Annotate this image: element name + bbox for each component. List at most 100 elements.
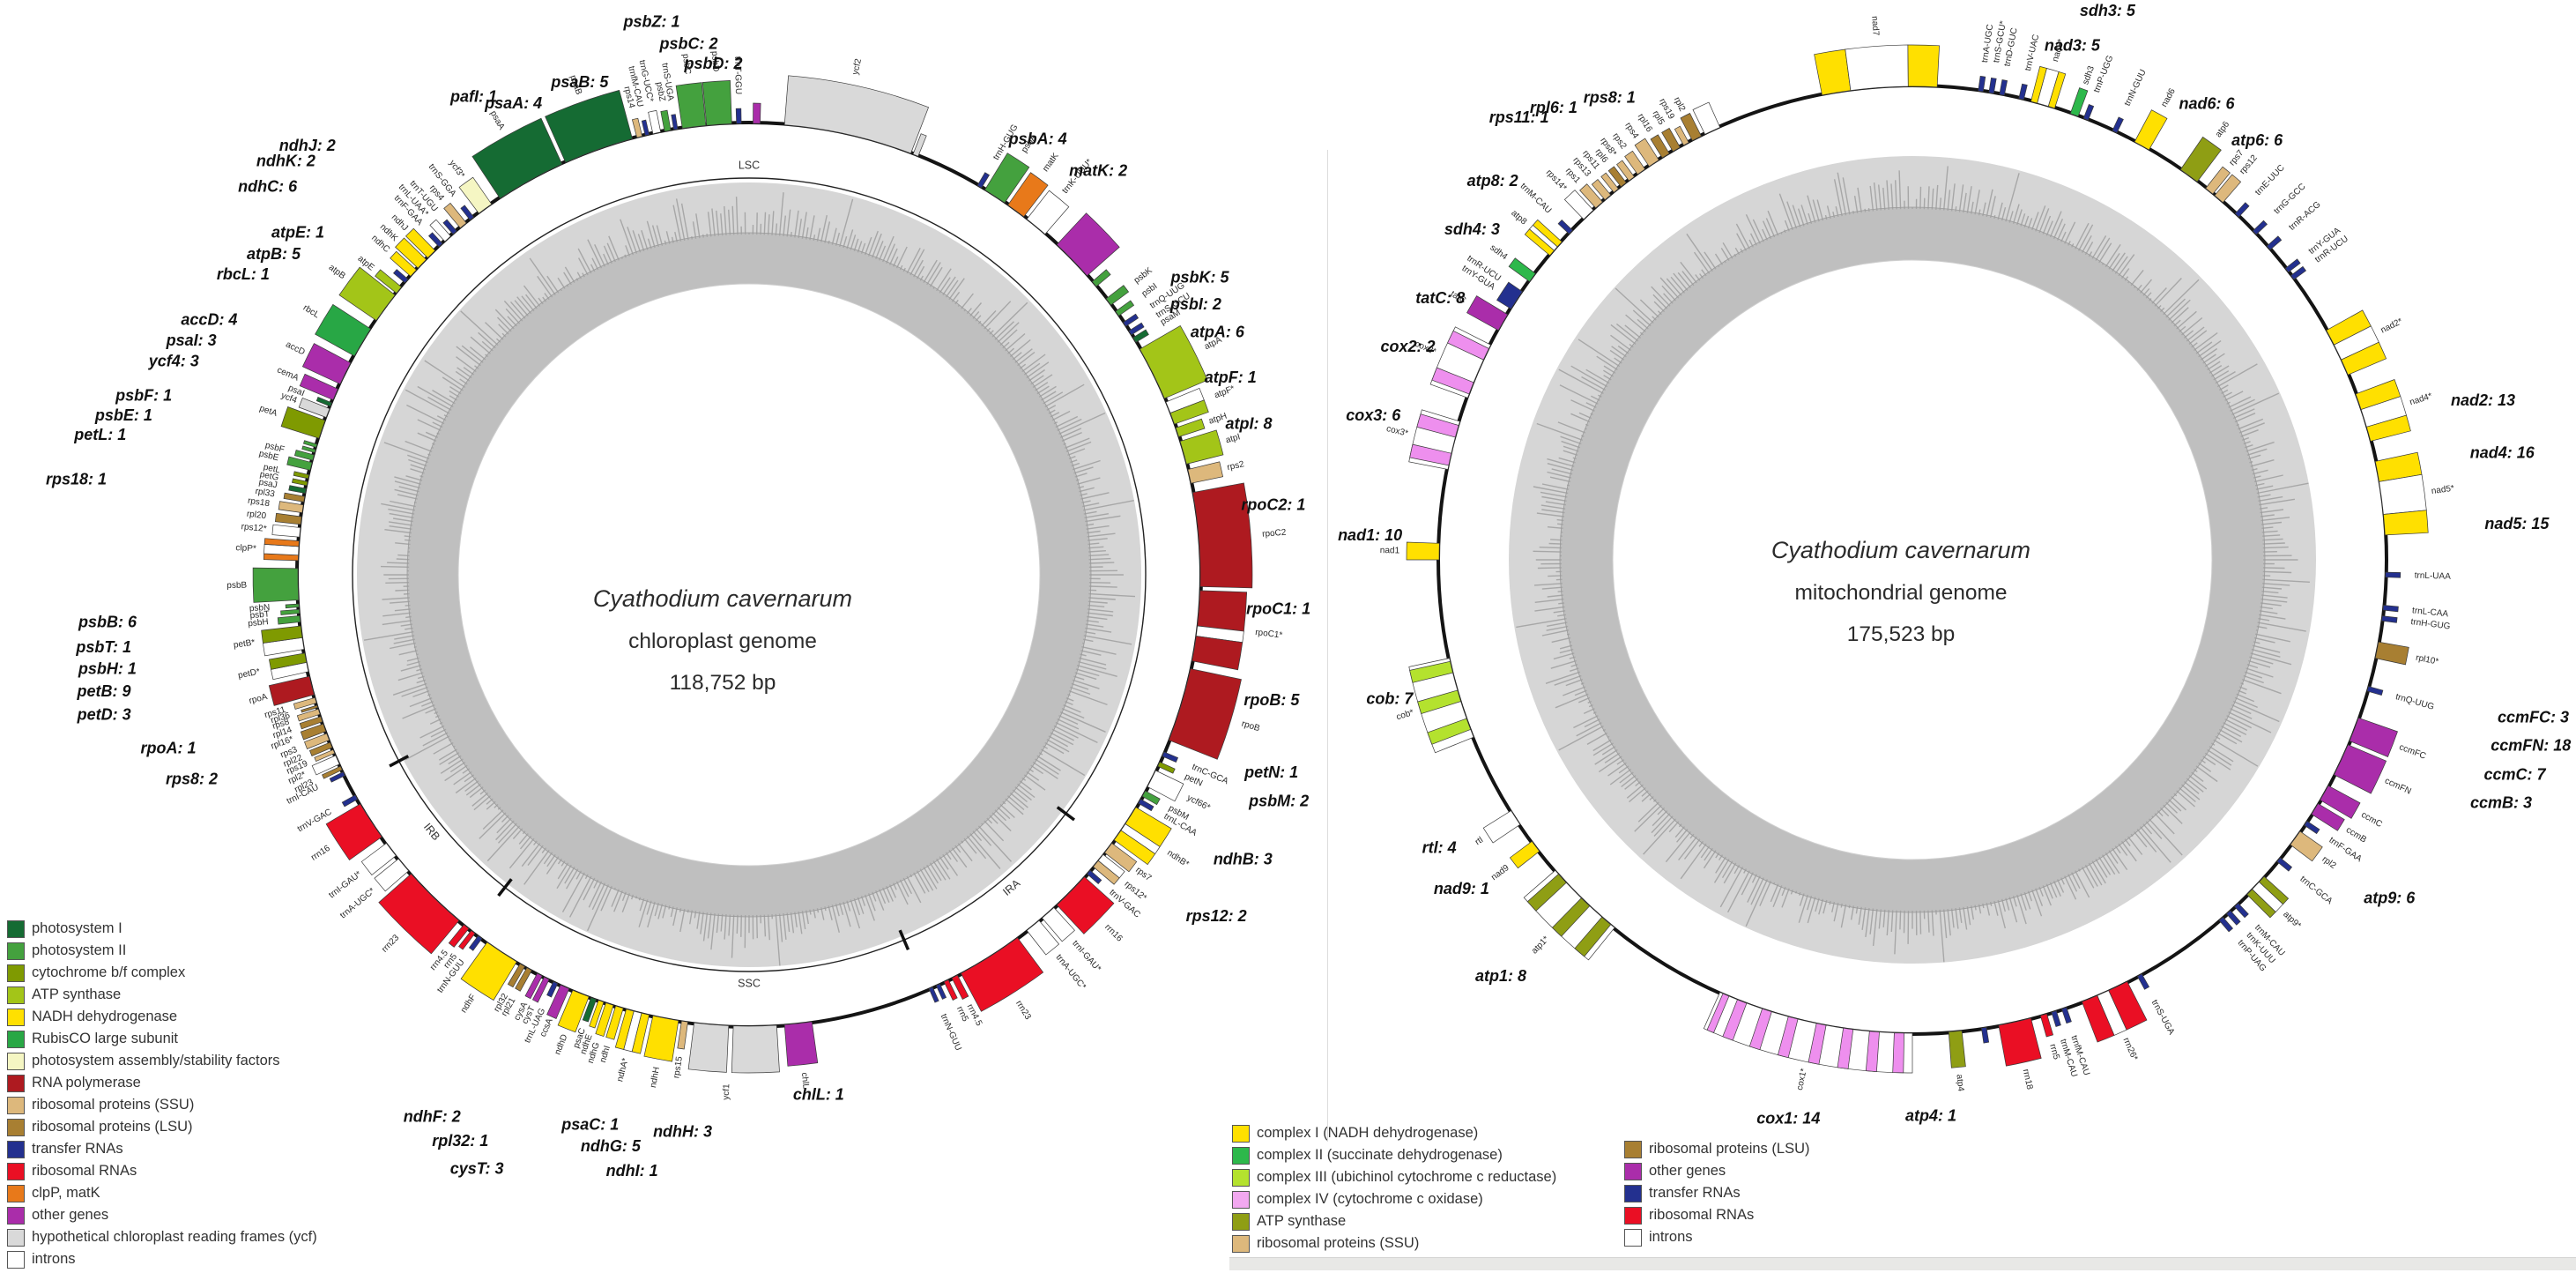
gene-block [458, 176, 493, 214]
gene-block [1175, 418, 1206, 437]
legend-item: photosystem II [7, 942, 317, 960]
gene-block [278, 501, 304, 513]
gene-block [951, 974, 969, 1000]
gene-name-label: rps12* [241, 522, 267, 534]
gene-block [291, 478, 308, 487]
legend-swatch [7, 1052, 25, 1070]
gene-name-label: ycf2 [850, 57, 864, 76]
title-line: 118,752 bp [670, 671, 776, 695]
legend-swatch [1232, 1168, 1250, 1187]
gene-block [1808, 1023, 1827, 1065]
gene-name-label: trnC-GCA [2298, 875, 2335, 907]
legend-item: ribosomal proteins (SSU) [1232, 1234, 1556, 1253]
region-label: IRA [1000, 876, 1022, 898]
gene-name-label: psbT [249, 609, 270, 621]
scrollbar-strip[interactable] [1229, 1257, 2576, 1270]
gene-count-label: atp1: 8 [1475, 967, 1526, 985]
gene-name-label: trnS-UGA [2149, 998, 2177, 1037]
gene-name-label: psbZ [654, 81, 667, 102]
gene-block [677, 1020, 688, 1050]
gene-block [460, 205, 475, 221]
gene-block [300, 723, 327, 741]
gene-name-label: ccmC [2359, 810, 2384, 830]
legend-swatch [7, 986, 25, 1004]
legend-item: hypothetical chloroplast reading frames … [7, 1228, 317, 1247]
gene-block [783, 75, 930, 154]
gene-block [2374, 641, 2409, 666]
gene-name-label: rbcL [301, 303, 322, 321]
gene-name-label: rpl33 [255, 487, 276, 500]
gene-count-label: ndhK: 2 [256, 152, 316, 169]
gene-count-label: ndhB: 3 [1214, 850, 1273, 867]
gene-block [1147, 770, 1184, 802]
gene-name-label: psbD [709, 51, 721, 72]
legend-item: transfer RNAs [1624, 1184, 1809, 1202]
region-circle [352, 177, 1147, 972]
legend-swatch [1232, 1124, 1250, 1143]
gene-block [322, 765, 343, 779]
legend-swatch [7, 964, 25, 982]
legend-swatch [7, 1184, 25, 1202]
gene-block [329, 771, 345, 783]
gene-block [943, 979, 958, 1001]
gene-block [1563, 190, 1594, 220]
gene-name-label: trnM-CAU [1518, 182, 1554, 216]
region-boundary-tick [898, 929, 910, 950]
gene-block [1197, 590, 1248, 632]
gene-block [2061, 1007, 2072, 1024]
legend-label: photosystem I [32, 920, 122, 936]
legend-swatch [7, 1074, 25, 1092]
gene-count-label: sdh4: 3 [1444, 220, 1500, 238]
gene-block [2246, 889, 2276, 919]
legend-item: photosystem I [7, 919, 317, 938]
gene-name-label: rtl [1474, 835, 1485, 847]
gene-block [735, 108, 742, 124]
gene-name-label: ndhH [649, 1066, 662, 1089]
gene-block [1157, 761, 1176, 774]
gene-block [1674, 125, 1689, 146]
gene-block [374, 858, 410, 892]
gene-block [1998, 1017, 2042, 1067]
gene-count-label: rpoC2: 1 [1241, 495, 1305, 513]
gene-block [1591, 179, 1612, 201]
legend-label: complex II (succinate dehydrogenase) [1257, 1147, 1503, 1163]
legend-label: cytochrome b/f complex [32, 964, 186, 980]
gene-block [299, 716, 323, 730]
gene-count-label: cob: 7 [1366, 690, 1414, 708]
gene-count-label: rps8: 2 [166, 770, 218, 787]
gene-count-label: pafI: 1 [449, 87, 497, 105]
title-line: 175,523 bp [1847, 622, 1956, 646]
gene-block [605, 1005, 624, 1040]
gene-name-label: trnT-GGU [732, 56, 743, 95]
gene-block [1056, 876, 1115, 934]
gene-block [2290, 830, 2323, 862]
gene-count-label: ndhC: 6 [238, 178, 298, 196]
gene-block [308, 741, 333, 756]
gene-block [261, 625, 303, 644]
gene-block [1466, 295, 1509, 331]
gene-name-label: rpoC2 [1262, 528, 1287, 540]
gene-name-label: rps15 [672, 1055, 685, 1079]
gene-count-label: rpl6: 1 [1530, 99, 1578, 116]
gene-block [1978, 76, 1986, 93]
gene-block [2379, 473, 2427, 515]
gene-count-label: atpF: 1 [1205, 368, 1257, 386]
gene-block [2349, 717, 2398, 757]
gene-block [1431, 367, 1474, 395]
legend-item: ribosomal proteins (LSU) [1624, 1140, 1809, 1158]
gene-name-label: rrn16 [309, 844, 332, 863]
gene-name-label: rrn23 [1013, 999, 1033, 1022]
gene-block [288, 485, 307, 495]
gene-block [2284, 258, 2301, 273]
gene-block [1680, 113, 1702, 141]
gene-name-label: rrn23 [380, 933, 401, 955]
legend-swatch [7, 1140, 25, 1158]
gene-count-label: atp9: 6 [2364, 889, 2416, 906]
gene-name-label: psbI [1140, 281, 1160, 299]
gene-block [2304, 820, 2320, 835]
gene-block [443, 202, 467, 229]
title-line: Cyathodium cavernarum [593, 585, 852, 612]
gene-name-label: matK [1041, 151, 1061, 174]
legend-swatch [1624, 1184, 1642, 1202]
